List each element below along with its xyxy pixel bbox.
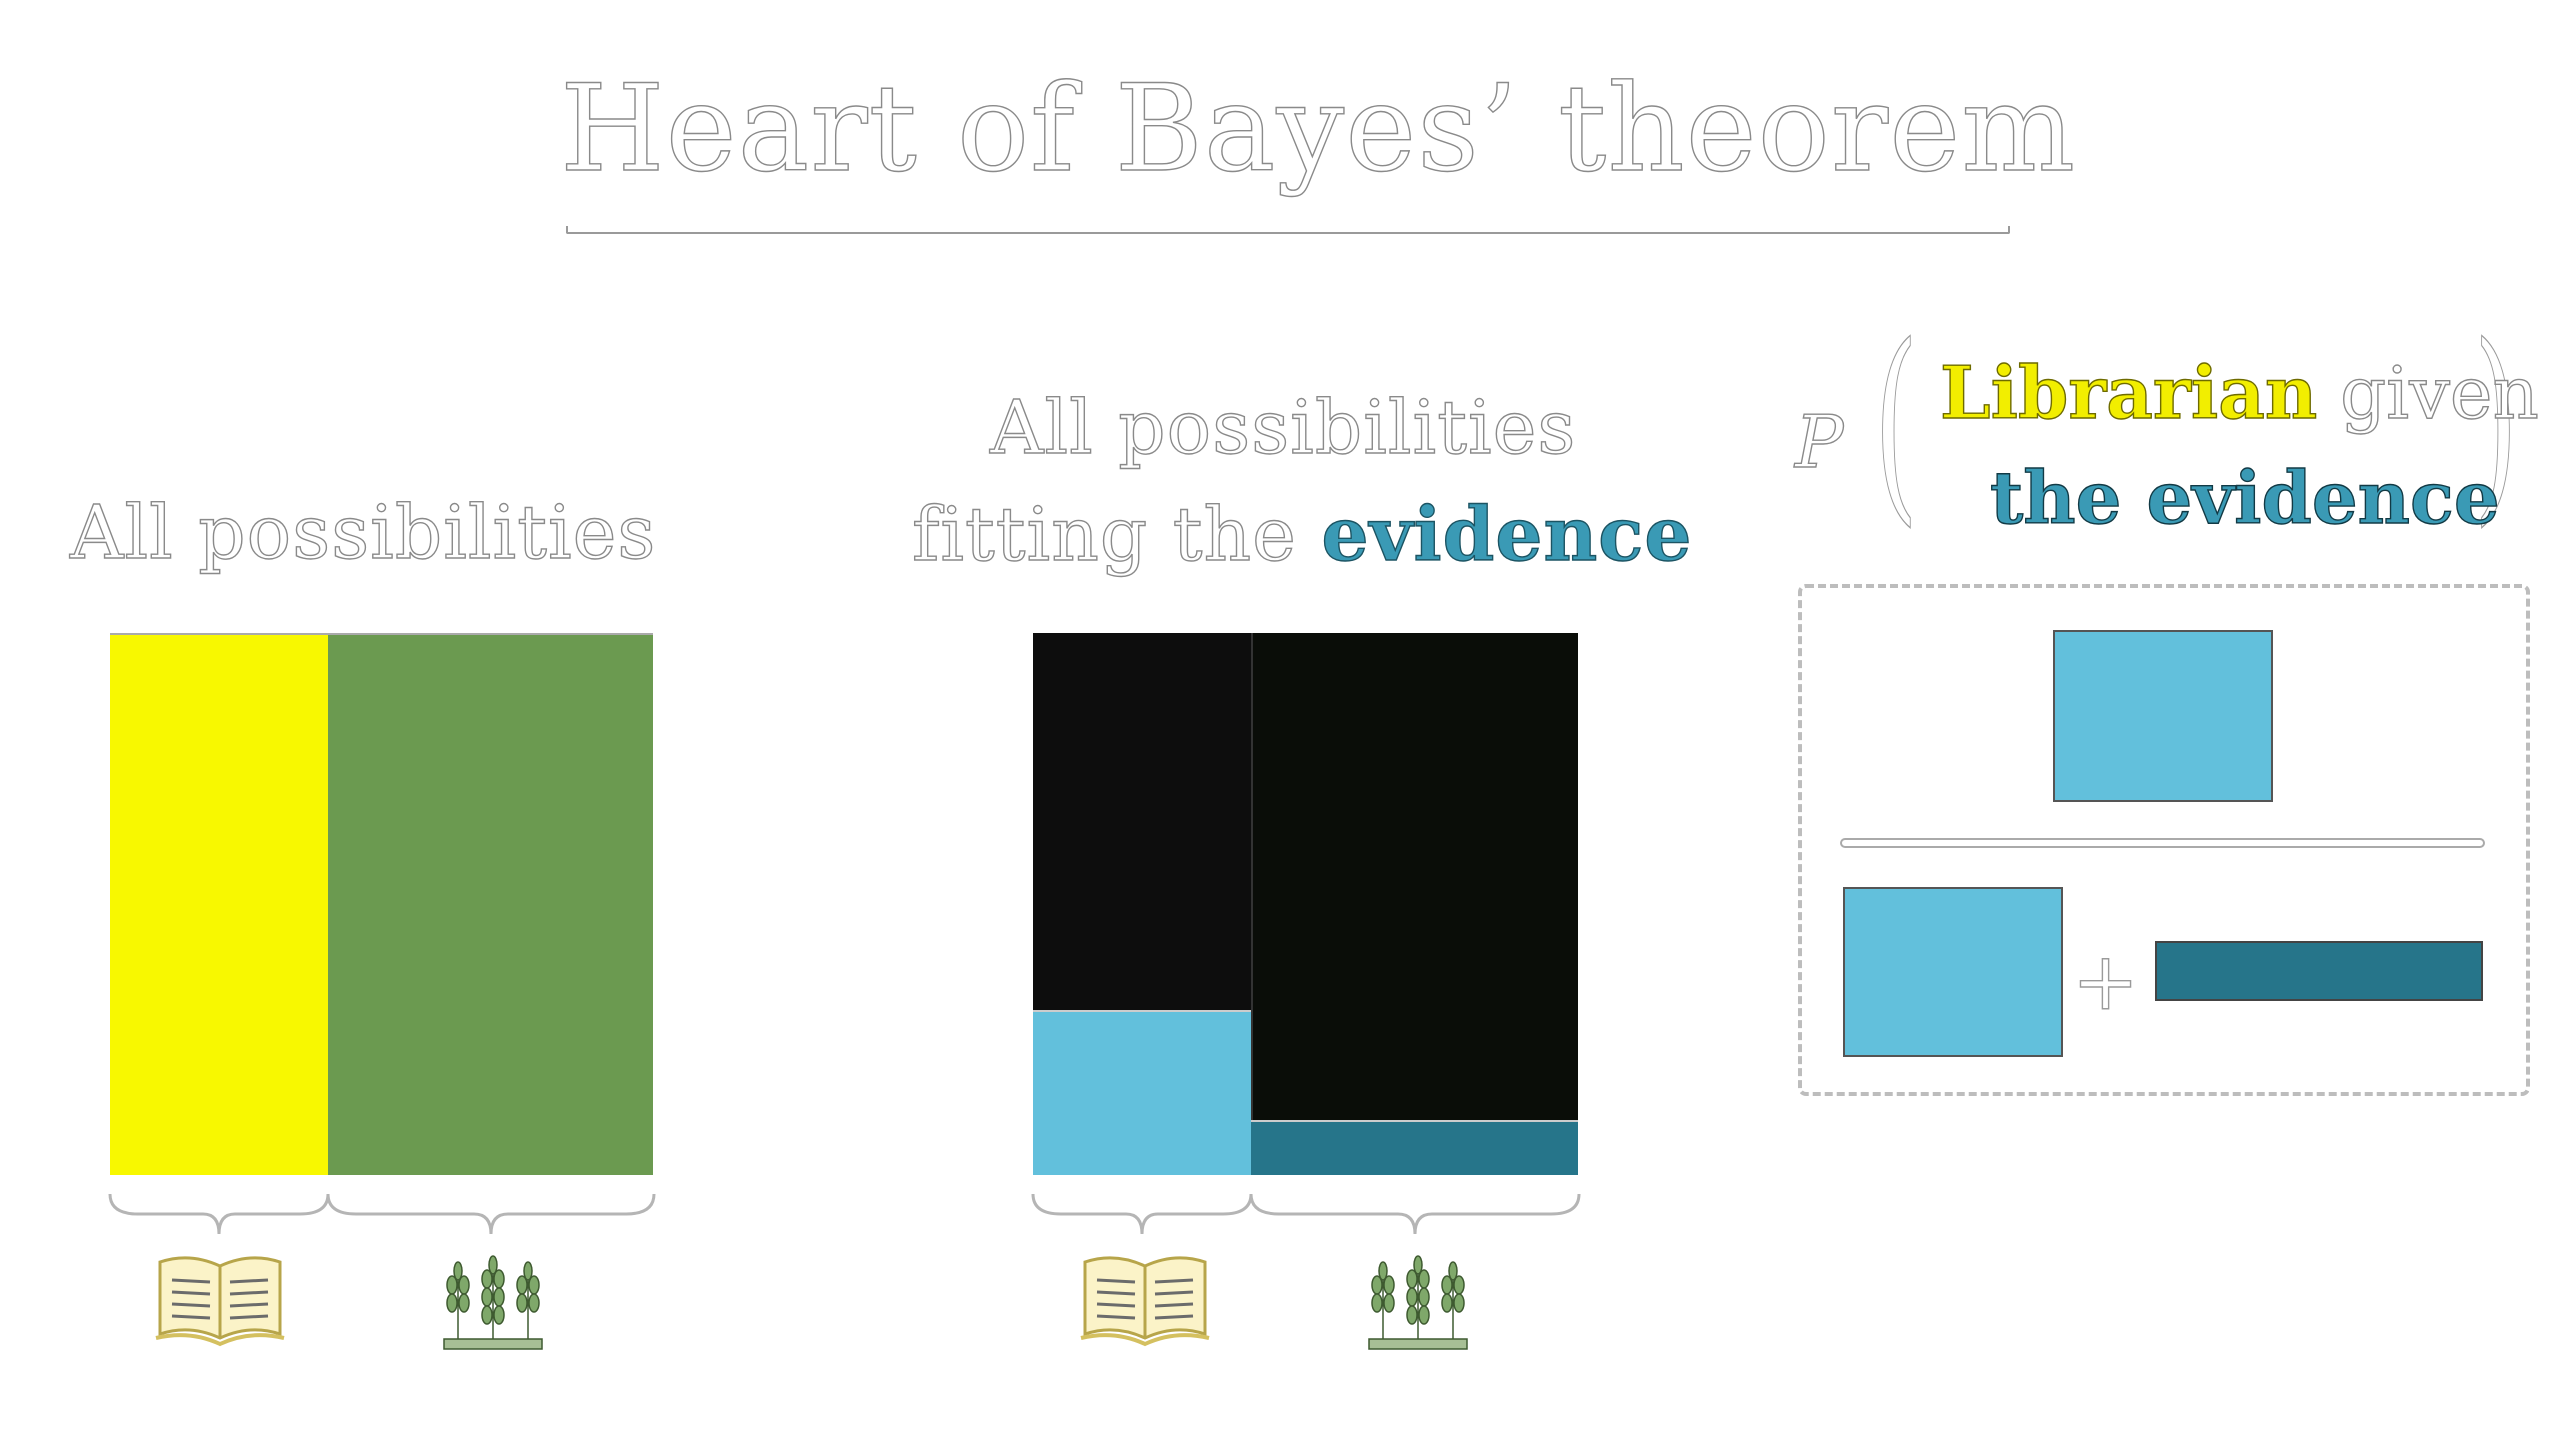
wheat-crop-icon [443, 1255, 543, 1350]
open-book-icon [1080, 1256, 1210, 1347]
denominator-librarian-box [1843, 887, 2063, 1057]
librarian-word: Librarian [1939, 349, 2318, 435]
middle-farmer-brace [1249, 1193, 1581, 1235]
evidence-phrase: the evidence [1989, 454, 2500, 540]
librarian-brace [108, 1193, 330, 1235]
farmer-evidence-region [1251, 1120, 1578, 1175]
plus-sign: + [2071, 934, 2140, 1028]
middle-heading-evidence: evidence [1321, 491, 1693, 578]
denominator-farmer-box [2155, 941, 2483, 1001]
numerator-box [2053, 630, 2273, 802]
farmer-region [328, 633, 653, 1175]
left-parenthesis: ( [1873, 299, 1919, 546]
middle-panel-heading-line2: fitting the evidence [911, 491, 1693, 578]
left-panel-heading: All possibilities [69, 489, 657, 576]
middle-heading-prefix: fitting the [911, 491, 1322, 578]
given-word: given [2317, 350, 2539, 435]
farmer-brace [326, 1193, 656, 1235]
title-underline [566, 226, 2010, 234]
page-title: Heart of Bayes’ theorem [559, 59, 2077, 199]
open-book-icon [155, 1256, 285, 1347]
fraction-bar [1840, 838, 2485, 848]
right-parenthesis: ) [2473, 299, 2519, 546]
middle-librarian-brace [1031, 1193, 1253, 1235]
probability-symbol: P [1794, 399, 1844, 484]
middle-farmer-column [1251, 633, 1578, 1175]
fraction-frame [1798, 584, 2530, 1096]
formula-line1: Librarian given [1939, 349, 2539, 435]
librarian-region [110, 633, 328, 1175]
wheat-crop-icon [1368, 1255, 1468, 1350]
librarian-evidence-region [1033, 1010, 1251, 1175]
middle-panel-heading-line1: All possibilities [989, 384, 1577, 471]
